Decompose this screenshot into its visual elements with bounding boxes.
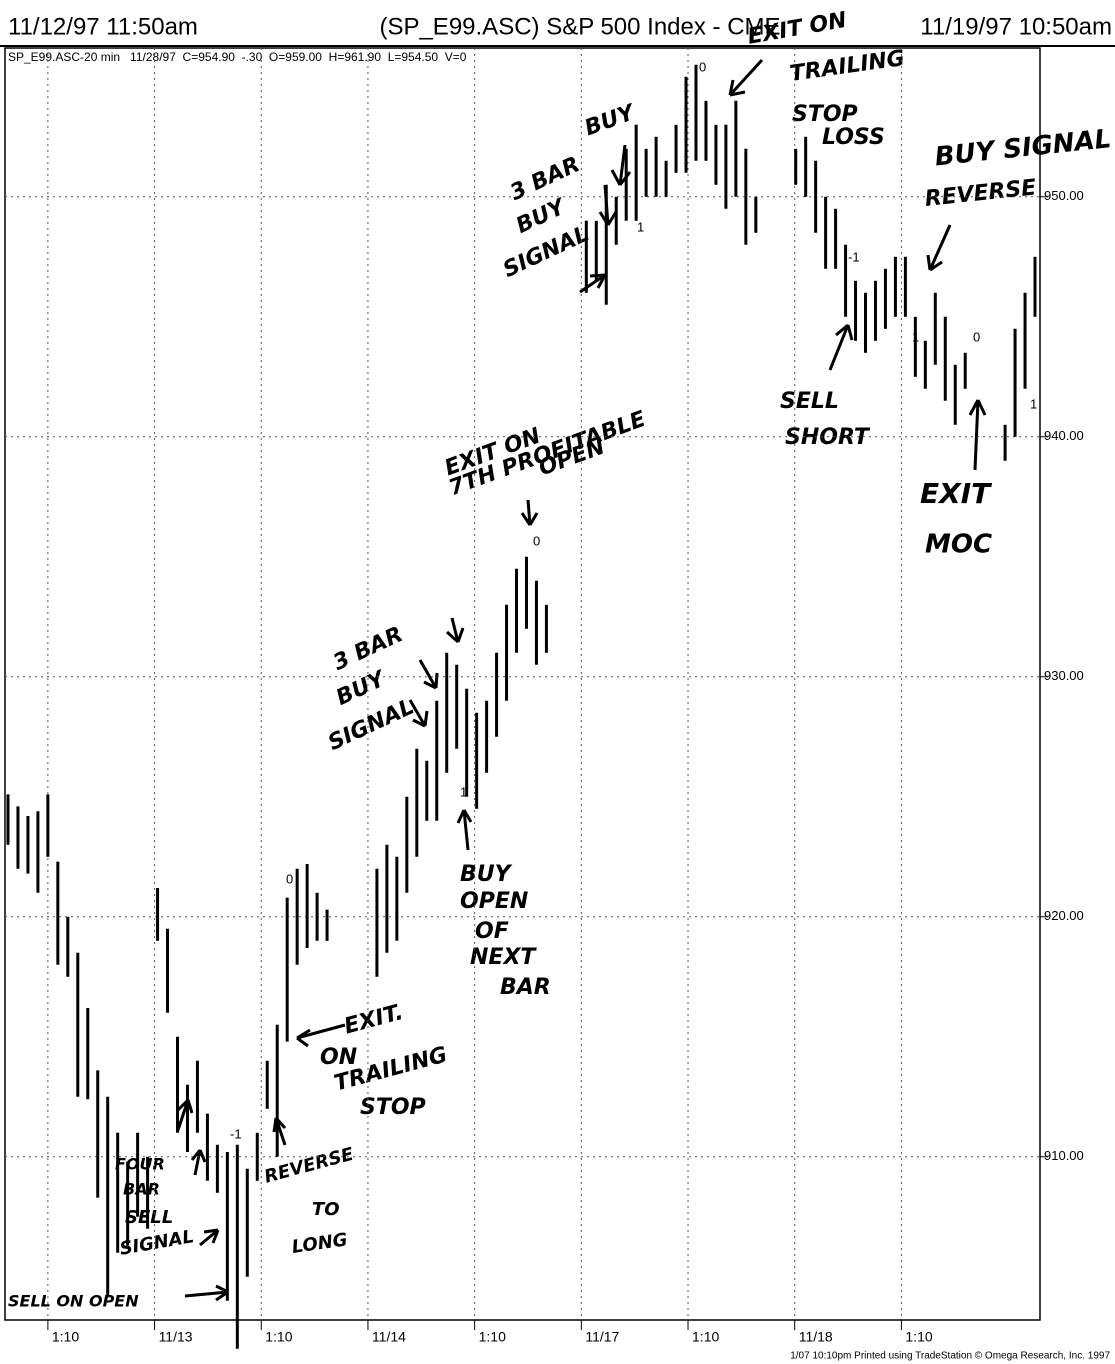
signal-label: 0 [699,59,706,74]
x-tick-label: 1:10 [692,1329,719,1345]
arrow [728,58,764,97]
arrow [968,399,987,471]
annotation: MOC [925,530,992,560]
y-tick-label: 940.00 [1044,428,1084,443]
chart-title: (SP_E99.ASC) S&P 500 Index - CME [379,13,780,40]
footer: 1/07 10:10pm Printed using TradeStation … [790,1351,1110,1362]
signal-label: -1 [230,1126,242,1141]
annotation: OF [475,919,509,944]
signal-label: 0 [533,533,540,548]
annotation: OPEN [460,889,528,914]
signal-label: 1 [637,219,644,234]
annotation: SELL [125,1207,173,1228]
arrow [418,659,439,690]
y-tick-label: 930.00 [1044,668,1084,683]
annotation: BUY [460,862,513,887]
annotation: BAR [500,975,551,1000]
arrow [445,617,465,644]
signal-label: 0 [286,871,293,886]
y-tick-label: 910.00 [1044,1148,1084,1163]
x-tick-label: 11/14 [372,1329,406,1345]
signal-label: -1 [848,249,860,264]
plot-frame [4,47,1041,1321]
title-right: 11/19/97 10:50am [920,13,1112,40]
annotation: BAR [123,1180,160,1199]
annotation: STOP [360,1095,426,1120]
arrow [199,1228,220,1247]
x-tick-label: 1:10 [479,1329,506,1345]
annotation: SHORT [785,425,871,450]
annotation: SELL [780,389,839,414]
signal-label: 0 [973,329,980,344]
x-tick-label: 11/17 [585,1329,619,1345]
x-tick-label: 11/13 [159,1329,193,1345]
arrow [190,1149,207,1176]
arrow [456,809,473,851]
arrow [828,323,854,371]
x-tick-label: 1:10 [905,1329,932,1345]
annotation: EXIT [920,477,992,510]
signal-label: 1 [460,784,467,799]
annotation: FOUR [115,1155,165,1174]
y-tick-label: 950.00 [1044,188,1084,203]
annotation: STOP [792,102,858,127]
arrow [520,499,539,526]
subtitle: SP_E99.ASC-20 min 11/28/97 C=954.90 -.30… [8,50,467,64]
annotation: LOSS [822,125,885,150]
annotation: SELL ON OPEN [8,1292,139,1311]
x-tick-label: 1:10 [52,1329,79,1345]
x-tick-label: 11/18 [799,1329,833,1345]
arrow [408,699,429,728]
annotation: TO [312,1199,340,1220]
signal-label: 1 [1030,396,1037,411]
x-tick-label: 1:10 [265,1329,292,1345]
y-tick-label: 920.00 [1044,908,1084,923]
annotation: ON [320,1045,357,1070]
arrow [296,1023,346,1048]
annotation: NEXT [470,945,537,970]
arrow [926,224,952,272]
title-left: 11/12/97 11:50am [8,13,198,40]
